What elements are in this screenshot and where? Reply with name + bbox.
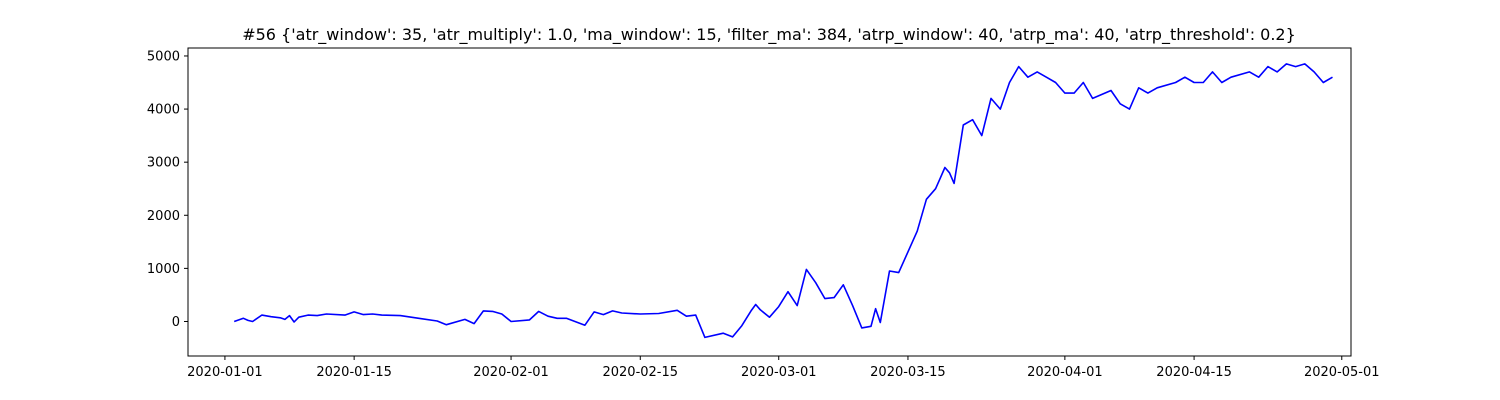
y-tick-label: 5000 (147, 49, 180, 64)
x-tick-label: 2020-03-01 (741, 365, 817, 380)
y-tick-label: 3000 (147, 156, 180, 171)
x-tick-label: 2020-05-01 (1304, 365, 1380, 380)
x-tick-label: 2020-03-15 (870, 365, 946, 380)
x-tick-label: 2020-04-15 (1156, 365, 1232, 380)
x-tick-label: 2020-01-15 (316, 365, 392, 380)
plot-area (187, 47, 1352, 357)
x-tick-label: 2020-02-01 (473, 365, 549, 380)
y-axis: 0 1000 2000 3000 4000 5000 (147, 49, 188, 330)
plot-frame (187, 47, 1352, 357)
y-tick-label: 4000 (147, 103, 180, 118)
series-layer (233, 63, 1333, 339)
y-tick-label: 1000 (147, 262, 180, 277)
x-tick-label: 2020-02-15 (602, 365, 678, 380)
y-tick-label: 2000 (147, 209, 180, 224)
series-line (233, 63, 1333, 339)
x-tick-label: 2020-04-01 (1027, 365, 1103, 380)
x-axis: 2020-01-01 2020-01-15 2020-02-01 2020-02-15… (187, 356, 1380, 380)
y-tick-label: 0 (172, 315, 180, 330)
chart-title: #56 {'atr_window': 35, 'atr_multiply': 1… (242, 25, 1296, 45)
x-tick-label: 2020-01-01 (187, 365, 263, 380)
